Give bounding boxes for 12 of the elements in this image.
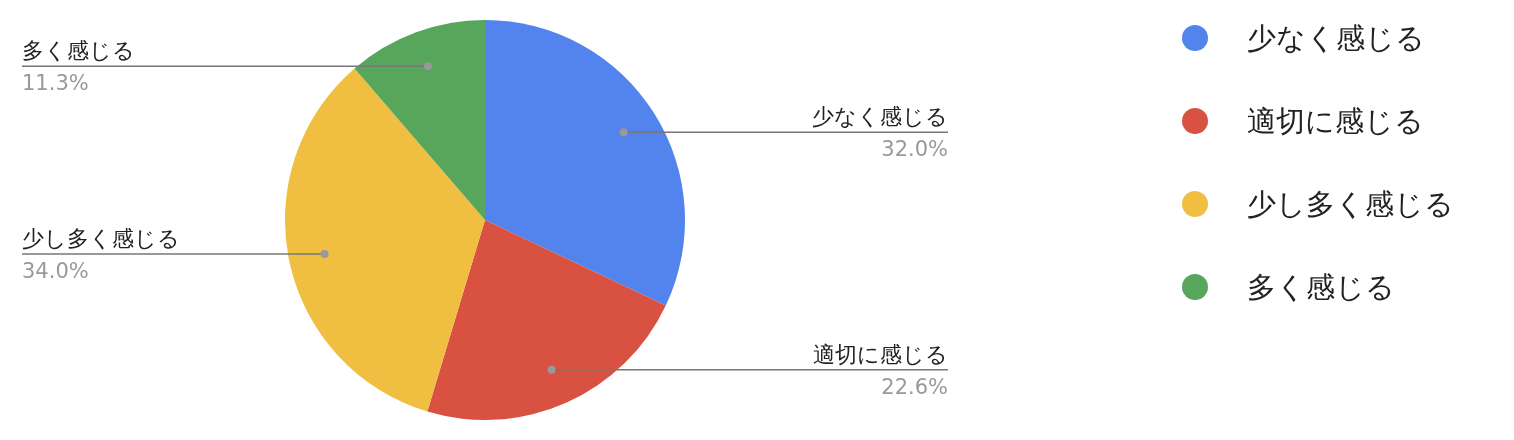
data-label: 34.0% (22, 259, 89, 284)
legend-label: 少なく感じる (1247, 21, 1425, 55)
slice-label: 適切に感じる (813, 341, 948, 367)
data-label: 11.3% (22, 71, 89, 96)
slice-label: 少し多く感じる (22, 226, 180, 252)
legend-label: 多く感じる (1247, 270, 1395, 304)
legend-label: 少し多く感じる (1247, 187, 1454, 221)
legend-label: 適切に感じる (1247, 104, 1424, 138)
slice-label: 多く感じる (22, 38, 135, 64)
slice-label: 少なく感じる (812, 104, 948, 130)
data-label: 22.6% (881, 374, 948, 399)
data-label: 32.0% (881, 137, 948, 162)
